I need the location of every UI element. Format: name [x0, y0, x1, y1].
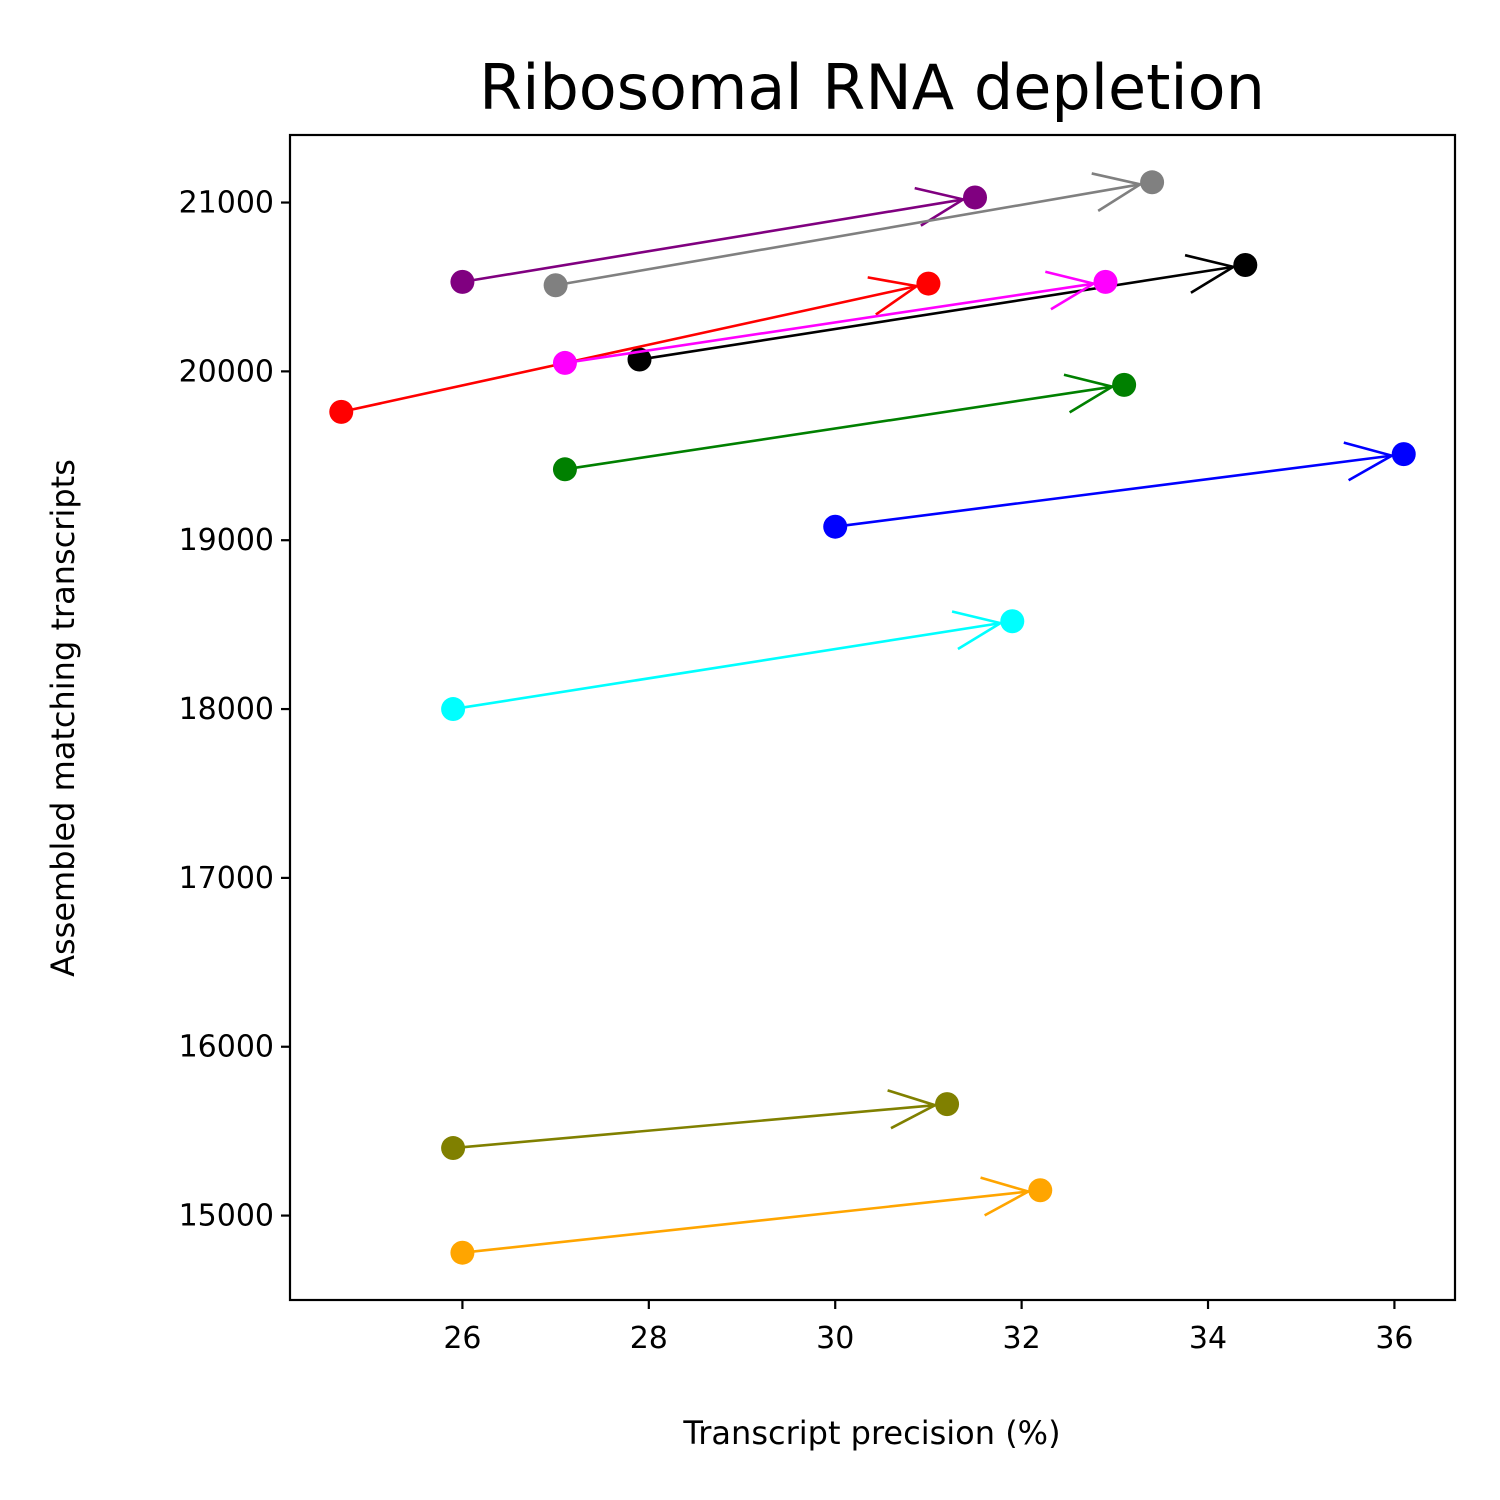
data-point-end	[963, 185, 988, 210]
arrow-line	[452, 1103, 936, 1150]
series-group	[329, 271, 941, 424]
series-group	[441, 1089, 960, 1161]
y-tick-label: 21000	[179, 186, 274, 221]
arrow-head	[1045, 270, 1097, 311]
data-point-end	[1028, 1178, 1053, 1203]
series-group	[450, 185, 988, 294]
data-point-end	[1112, 372, 1137, 397]
y-axis-label: Assembled matching transcripts	[44, 459, 82, 977]
x-axis-label: Transcript precision (%)	[682, 1414, 1060, 1452]
y-tick-label: 18000	[179, 692, 274, 727]
arrow-line	[835, 454, 1393, 528]
y-axis-ticks: 15000 16000 17000 18000 19000 20000 21000	[179, 186, 290, 1234]
chart-marks	[329, 170, 1416, 1265]
y-tick-label: 19000	[179, 523, 274, 558]
data-point-start	[441, 697, 466, 722]
arrow-line	[340, 284, 917, 414]
plot-frame	[288, 133, 1457, 1302]
chart-title: Ribosomal RNA depletion	[479, 51, 1265, 124]
x-tick-label: 28	[630, 1321, 668, 1356]
x-tick-label: 32	[1003, 1321, 1041, 1356]
data-point-start	[450, 1240, 475, 1265]
arrow-line	[564, 282, 1094, 365]
x-tick-label: 30	[816, 1321, 854, 1356]
y-tick-label: 20000	[179, 354, 274, 389]
y-tick-label: 15000	[179, 1199, 274, 1234]
data-point-end	[916, 271, 941, 296]
data-point-end	[1093, 269, 1118, 294]
data-point-start	[543, 273, 568, 298]
arrow-head	[1063, 373, 1116, 414]
series-group	[552, 269, 1118, 375]
data-point-start	[441, 1136, 466, 1161]
series-group	[543, 170, 1165, 298]
data-point-end	[1233, 253, 1258, 278]
arrow-line	[555, 183, 1141, 287]
series-group	[552, 372, 1137, 482]
y-tick-label: 16000	[179, 1030, 274, 1065]
data-point-start	[450, 269, 475, 294]
y-tick-label: 17000	[179, 861, 274, 896]
x-tick-label: 26	[443, 1321, 481, 1356]
arrow-line	[462, 198, 964, 284]
arrow-line	[639, 265, 1234, 361]
data-point-start	[552, 350, 577, 375]
arrow-line	[462, 1190, 1029, 1255]
x-tick-label: 36	[1375, 1321, 1413, 1356]
arrow-head	[1184, 253, 1237, 294]
x-tick-label: 34	[1189, 1321, 1227, 1356]
data-point-end	[935, 1092, 960, 1117]
plot-area	[290, 135, 1455, 1300]
x-axis-ticks: 26 28 30 32 34 36	[443, 1300, 1414, 1356]
data-point-end	[1391, 442, 1416, 467]
arrow-line	[452, 621, 1001, 711]
data-point-start	[823, 514, 848, 539]
data-point-end	[1000, 609, 1025, 634]
series-group	[450, 1176, 1053, 1265]
data-point-start	[329, 399, 354, 424]
arrow-line	[564, 385, 1113, 471]
series-group	[823, 441, 1416, 539]
series-group	[441, 609, 1025, 722]
data-point-start	[552, 457, 577, 482]
data-point-end	[1140, 170, 1165, 195]
arrow-head	[887, 1089, 939, 1130]
